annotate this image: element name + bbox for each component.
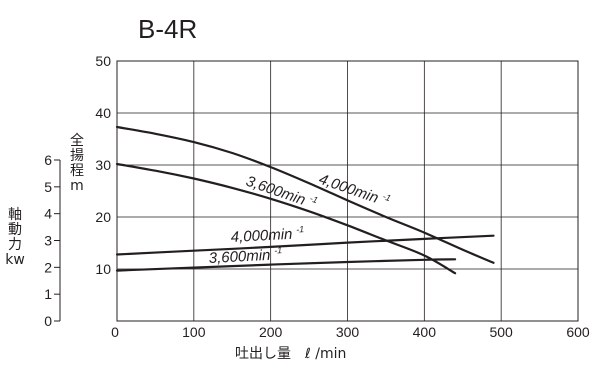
- power-curve-3600: [115, 258, 457, 272]
- power-tick-label: 3: [44, 233, 52, 249]
- y-axis-label-char: m: [70, 178, 84, 194]
- series-labels: 4,000min-13,600min-14,000min -13,600min -1: [208, 171, 392, 267]
- x-tick-label: 500: [489, 324, 513, 340]
- power-axis-label-char: 軸: [8, 207, 22, 223]
- power-tick-label: 1: [44, 286, 52, 302]
- y-tick-label: 20: [95, 209, 111, 225]
- power-axis: 0 1 2 3 4 5 6: [44, 152, 61, 329]
- head-curve-3600: [115, 162, 457, 275]
- power-curve-4000: [115, 234, 495, 256]
- x-tick-label: 300: [336, 324, 360, 340]
- y-tick-label: 50: [95, 53, 111, 69]
- y-tick-label: 30: [95, 157, 111, 173]
- x-tick-label: 400: [413, 324, 437, 340]
- plot-frame: [116, 60, 579, 322]
- power-axis-label-char: 動: [8, 222, 22, 238]
- chart-title: B-4R: [138, 14, 197, 44]
- curve-label-unit-exponent: -1: [296, 224, 305, 234]
- x-tick-label: 100: [182, 324, 206, 340]
- y-axis-label-char: 全: [70, 132, 84, 149]
- y-tick-label: 10: [95, 261, 111, 277]
- power-axis-label-char: 力: [8, 237, 22, 253]
- curve-label-unit-exponent: -1: [308, 193, 319, 205]
- curve-label-unit-exponent: -1: [274, 245, 283, 255]
- y-axis-label-char: 揚: [70, 147, 84, 164]
- power-axis-label-char: kw: [5, 252, 25, 268]
- x-axis-label: 吐出し量 ℓ /min: [235, 346, 346, 362]
- y-tick-label: 40: [95, 105, 111, 121]
- y-axis-label-char: 程: [70, 163, 84, 179]
- power-tick-label: 2: [44, 259, 52, 275]
- x-tick-label: 600: [566, 324, 590, 340]
- x-tick-label: 0: [111, 324, 119, 340]
- curve-label-speed: 3,600min: [208, 247, 271, 267]
- power-tick-label: 4: [44, 206, 52, 222]
- x-tick-label: 200: [259, 324, 283, 340]
- power-tick-label: 0: [44, 313, 52, 329]
- power-curve-label: 3,600min -1: [208, 245, 283, 267]
- grid: [117, 61, 578, 321]
- x-axis-ticks: 0 100 200 300 400 500 600: [111, 324, 590, 340]
- power-tick-label: 5: [44, 179, 52, 195]
- curve-label-unit-exponent: -1: [381, 191, 392, 203]
- power-curve-label: 4,000min -1: [230, 224, 305, 246]
- curve-label-speed: 4,000min: [230, 226, 293, 246]
- power-tick-label: 6: [44, 152, 52, 168]
- y-axis-ticks: 10 20 30 40 50: [95, 53, 111, 277]
- head-curve-label: 3,600min-1: [244, 172, 320, 213]
- series: [115, 125, 495, 275]
